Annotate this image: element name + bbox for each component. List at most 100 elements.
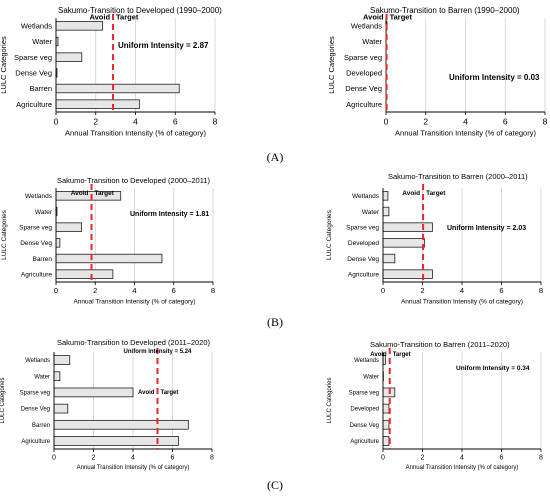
x-axis-label: Annual Transition Intensity (% of catego… bbox=[406, 465, 519, 471]
y-axis-label: LULC Categories bbox=[0, 36, 8, 94]
category-label: Wetlands bbox=[352, 193, 380, 200]
avoid-label: Avoid bbox=[138, 390, 155, 396]
category-label: Dense Veg bbox=[20, 240, 52, 247]
category-label: Dense Veg bbox=[350, 423, 379, 429]
x-axis-label: Annual Transition Intensity (% of catego… bbox=[65, 129, 206, 138]
chart-panel-3: Sakumo-Transition to Developed (2000–201… bbox=[1, 176, 215, 305]
x-tick-label: 6 bbox=[173, 116, 178, 126]
bar-agriculture bbox=[53, 436, 179, 446]
x-tick-label: 8 bbox=[210, 455, 214, 462]
bar-dense-veg bbox=[382, 419, 390, 430]
category-label: Agriculture bbox=[350, 439, 379, 445]
y-axis-label: LULC Categories bbox=[326, 209, 333, 260]
category-label: Agriculture bbox=[21, 271, 52, 278]
bar-sparse-veg bbox=[55, 222, 82, 232]
category-label: Sparse veg bbox=[344, 53, 382, 62]
target-label: Target bbox=[393, 352, 411, 358]
target-label: Target bbox=[426, 190, 446, 197]
x-tick-label: 8 bbox=[213, 116, 218, 126]
avoid-label: Avoid bbox=[89, 13, 110, 22]
category-label: Agriculture bbox=[16, 100, 52, 109]
bar-wetlands bbox=[55, 21, 104, 31]
avoid-label: Avoid bbox=[402, 190, 420, 197]
category-label: Agriculture bbox=[348, 271, 379, 278]
chart-title: Sakumo-Transition to Barren (2011–2020) bbox=[370, 340, 510, 349]
panel-label-c: (C) bbox=[267, 478, 283, 492]
bar-dense-veg bbox=[53, 403, 69, 414]
category-label: Water bbox=[363, 374, 379, 380]
y-axis-label: LULC Categories bbox=[327, 36, 336, 94]
bar-dense-veg bbox=[382, 253, 396, 264]
x-tick-label: 6 bbox=[500, 455, 504, 462]
category-label: Dense Veg bbox=[345, 84, 382, 93]
bar-barren bbox=[53, 419, 189, 430]
category-label: Dense Veg bbox=[15, 68, 52, 77]
x-tick-label: 0 bbox=[54, 116, 59, 126]
category-label: Sparse veg bbox=[20, 391, 50, 397]
x-tick-label: 8 bbox=[543, 116, 548, 126]
category-label: Water bbox=[32, 37, 52, 46]
category-label: Sparse veg bbox=[19, 224, 52, 231]
uniform-intensity-label: Uniform Intensity = 5.24 bbox=[124, 349, 193, 355]
chart-panel-4: Sakumo-Transition to Barren (2000–2011) W… bbox=[326, 172, 543, 305]
category-label: Developed bbox=[346, 68, 382, 77]
chart-panel-1: Sakumo-Transition to Developed (1990–200… bbox=[0, 6, 222, 138]
x-tick-label: 4 bbox=[460, 455, 464, 462]
bar-wetlands bbox=[53, 355, 71, 365]
category-label: Wetlands bbox=[21, 21, 52, 30]
uniform-intensity-label: Uniform Intensity = 2.87 bbox=[118, 41, 209, 50]
bar-dense-veg bbox=[55, 238, 61, 248]
category-label: Water bbox=[34, 374, 50, 380]
bar-barren bbox=[55, 253, 163, 264]
x-tick-label: 8 bbox=[211, 286, 215, 295]
chart-title: Sakumo-Transition to Barren (1990–2000) bbox=[370, 6, 520, 15]
chart-panel-6: Sakumo-Transition to Barren (2011–2020) W… bbox=[327, 340, 543, 471]
category-label: Sparse veg bbox=[14, 53, 52, 62]
uniform-intensity-label: Uniform Intensity = 0.34 bbox=[456, 365, 530, 372]
category-label: Barren bbox=[29, 84, 52, 93]
bar-sparse-veg bbox=[55, 52, 83, 62]
bar-agriculture bbox=[55, 99, 140, 109]
category-label: Dense Veg bbox=[347, 256, 379, 263]
x-axis-label: Annual Transition Intensity (% of catego… bbox=[395, 129, 536, 138]
y-axis-label: LULC Categories bbox=[327, 377, 333, 423]
x-tick-label: 2 bbox=[93, 286, 97, 295]
bar-wetlands bbox=[382, 191, 389, 201]
x-tick-label: 6 bbox=[499, 286, 503, 295]
category-label: Wetlands bbox=[354, 358, 379, 364]
bar-developed bbox=[382, 238, 425, 248]
x-tick-label: 2 bbox=[93, 116, 98, 126]
x-tick-label: 2 bbox=[92, 455, 96, 462]
bar-barren bbox=[55, 83, 180, 94]
x-tick-label: 0 bbox=[52, 455, 56, 462]
panel-label-b: (B) bbox=[267, 315, 283, 329]
y-axis-label: LULC Categories bbox=[0, 377, 6, 423]
category-label: Agriculture bbox=[21, 439, 50, 445]
x-tick-label: 6 bbox=[503, 116, 508, 126]
target-label: Target bbox=[160, 390, 178, 396]
x-tick-label: 2 bbox=[420, 286, 424, 295]
uniform-intensity-label: Uniform Intensity = 1.81 bbox=[130, 211, 209, 218]
chart-panel-5: Sakumo-Transition to Developed (2011–202… bbox=[0, 338, 214, 471]
x-tick-label: 0 bbox=[381, 286, 385, 295]
x-tick-label: 8 bbox=[539, 455, 543, 462]
x-tick-label: 4 bbox=[463, 116, 468, 126]
avoid-label: Avoid bbox=[363, 13, 384, 22]
chart-panel-2: Sakumo-Transition to Barren (1990–2000) W… bbox=[327, 6, 548, 138]
category-label: Wetlands bbox=[25, 193, 53, 200]
target-label: Target bbox=[116, 13, 139, 22]
x-tick-label: 4 bbox=[132, 286, 136, 295]
y-axis-label: LULC Categories bbox=[1, 209, 8, 260]
target-label: Target bbox=[95, 190, 115, 197]
x-tick-label: 8 bbox=[539, 286, 543, 295]
x-tick-label: 4 bbox=[131, 455, 135, 462]
category-label: Wetlands bbox=[351, 21, 382, 30]
x-tick-label: 2 bbox=[423, 116, 428, 126]
chart-title: Sakumo-Transition to Developed (2000–201… bbox=[57, 176, 211, 185]
x-tick-label: 2 bbox=[421, 455, 425, 462]
bar-agriculture bbox=[55, 269, 114, 279]
x-tick-label: 0 bbox=[381, 455, 385, 462]
bar-sparse-veg bbox=[53, 387, 134, 398]
category-label: Sparse veg bbox=[349, 391, 379, 397]
